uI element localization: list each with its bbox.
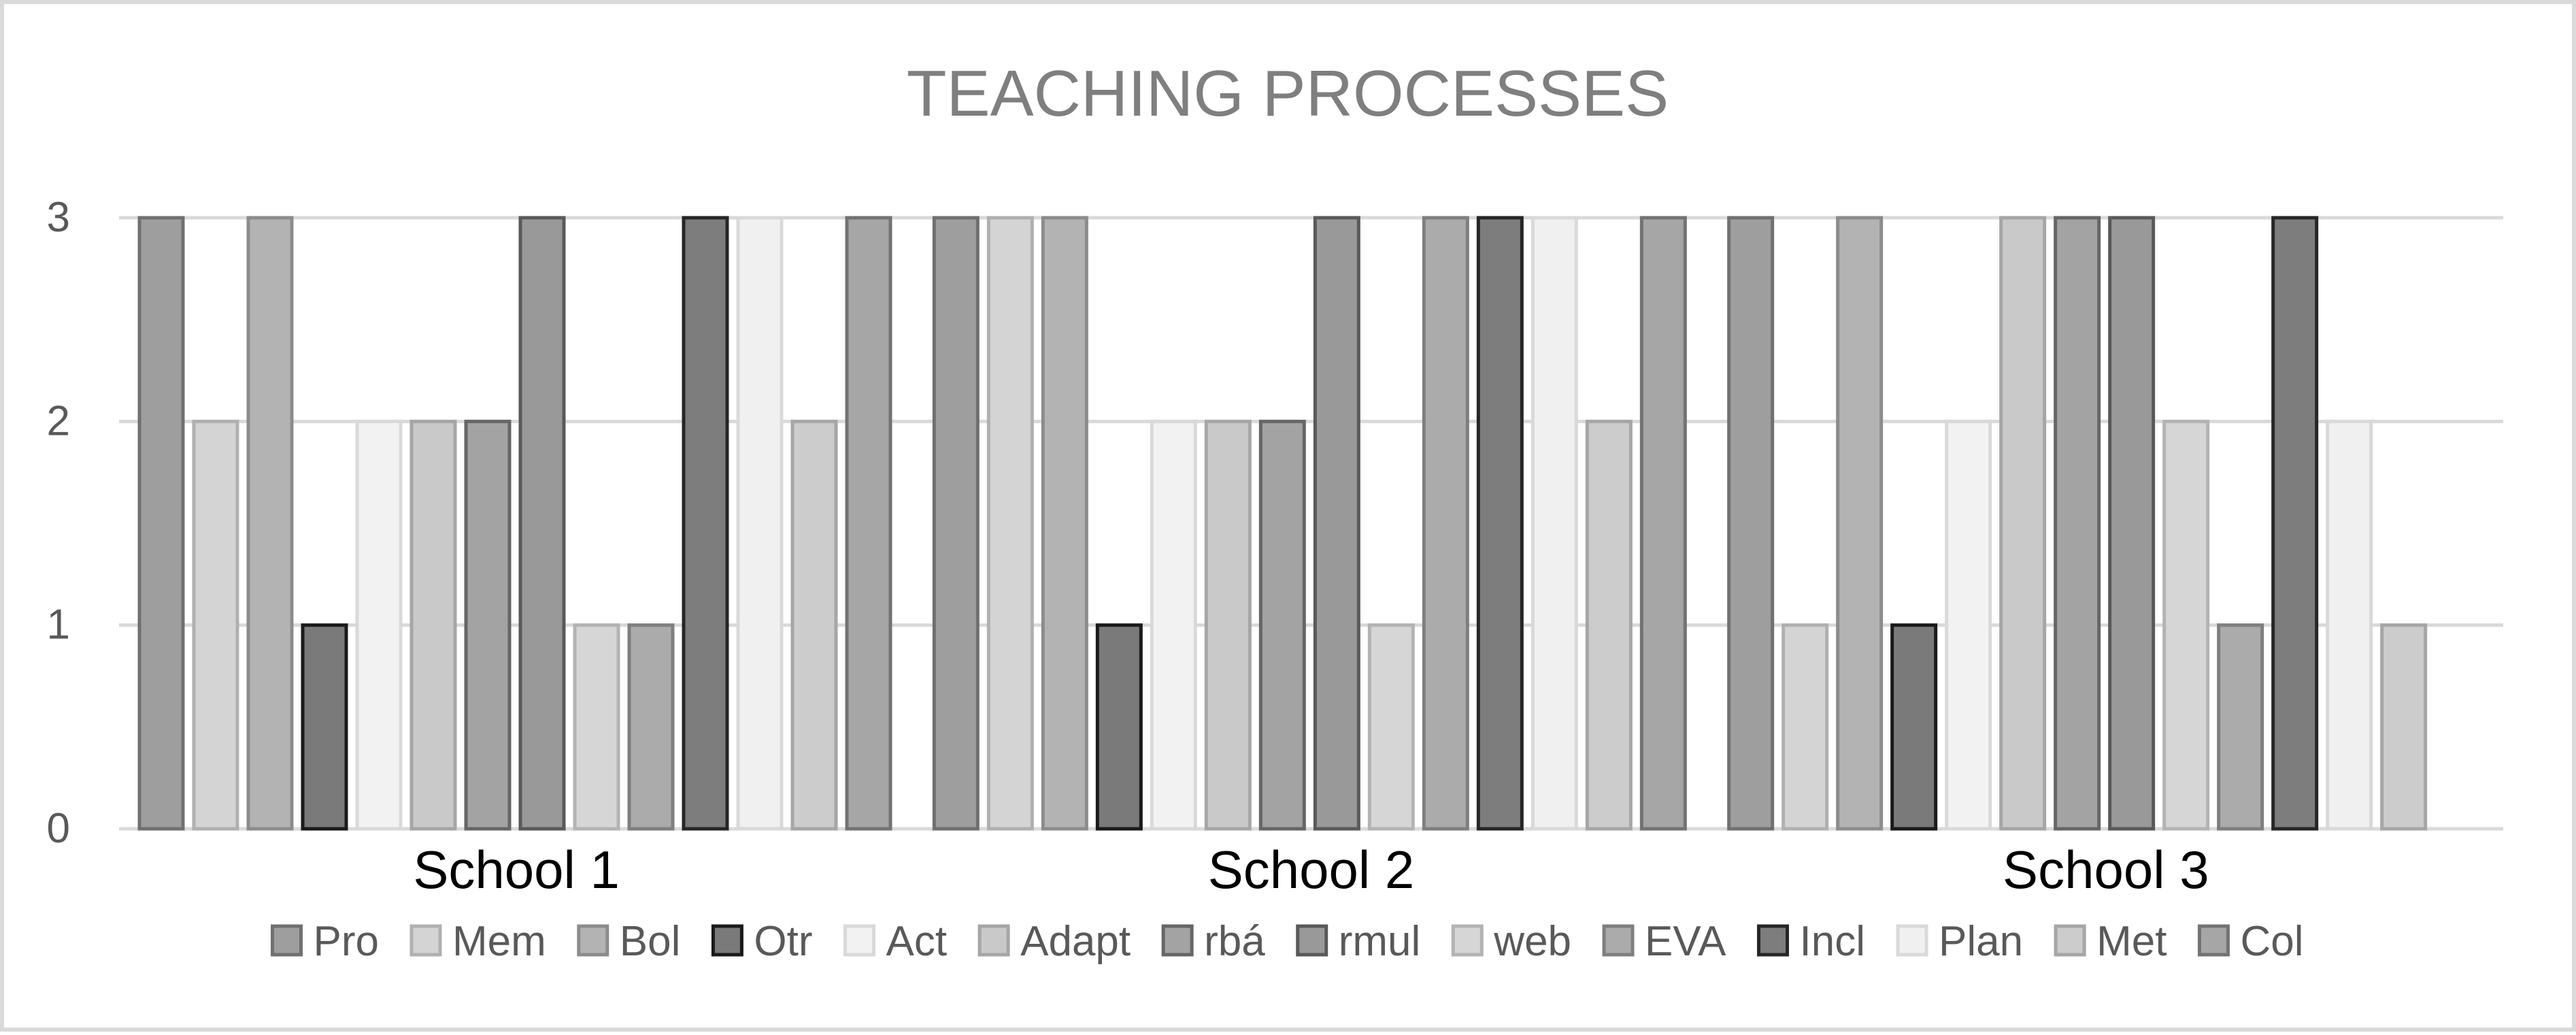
legend-item-web: web: [1451, 918, 1571, 965]
bar-web-1: [573, 623, 620, 831]
bar-Incl-3: [2271, 216, 2319, 831]
legend-label: Pro: [314, 918, 379, 965]
legend-item-rmul: rmul: [1296, 918, 1421, 965]
legend-item-Col: Col: [2197, 918, 2303, 965]
bar-Incl-2: [1476, 216, 1524, 831]
legend-item-Otr: Otr: [711, 918, 813, 965]
bar-EVA-2: [1422, 216, 1469, 831]
bar-rmul-2: [1313, 216, 1360, 831]
bar-Plan-3: [2326, 419, 2373, 831]
bar-Adapt-1: [409, 419, 457, 831]
bar-EVA-3: [2217, 623, 2264, 831]
legend-item-Met: Met: [2054, 918, 2167, 965]
y-tick-label: 1: [47, 602, 70, 648]
legend-label: Act: [886, 918, 948, 965]
legend-item-Pro: Pro: [271, 918, 379, 965]
legend-label: Met: [2096, 918, 2167, 965]
legend-swatch: [1602, 924, 1635, 957]
bar-Adapt-3: [1999, 216, 2047, 831]
legend-item-EVA: EVA: [1602, 918, 1726, 965]
gridlines: [119, 216, 2503, 831]
legend-label: Incl: [1800, 918, 1865, 965]
category-label: School 3: [2003, 840, 2209, 900]
bar-Otr-3: [1890, 623, 1938, 831]
legend-swatch: [1296, 924, 1328, 957]
bar-Act-3: [1945, 419, 1992, 831]
legend-swatch: [1896, 924, 1928, 957]
legend-swatch: [409, 924, 442, 957]
y-axis-tick-labels: 0 1 2 3: [47, 194, 70, 852]
bar-rbá-1: [464, 419, 512, 831]
bar-web-2: [1367, 623, 1415, 831]
bar-EVA-1: [627, 623, 675, 831]
legend-swatch: [271, 924, 303, 957]
bar-Act-2: [1150, 419, 1197, 831]
bar-Plan-1: [736, 216, 784, 831]
y-tick-label: 2: [47, 397, 70, 444]
bar-Pro-3: [1727, 216, 1775, 831]
bar-Incl-1: [682, 216, 729, 831]
legend-label: Plan: [1939, 918, 2023, 965]
legend-item-Incl: Incl: [1757, 918, 1865, 965]
legend-item-Bol: Bol: [577, 918, 681, 965]
bar-Met-1: [790, 419, 838, 831]
y-tick-label: 0: [47, 805, 70, 852]
legend-label: Mem: [452, 918, 546, 965]
chart-title: TEACHING PROCESSES: [907, 57, 1669, 130]
y-tick-label: 3: [47, 194, 70, 241]
legend-item-Act: Act: [843, 918, 948, 965]
bar-web-3: [2162, 419, 2210, 831]
bar-rmul-1: [518, 216, 566, 831]
legend-label: web: [1493, 918, 1571, 965]
bar-Bol-3: [1836, 216, 1884, 831]
legend-swatch: [977, 924, 1010, 957]
legend-swatch: [711, 924, 743, 957]
bar-Mem-3: [1782, 623, 1829, 831]
bar-Col-2: [1639, 216, 1687, 831]
legend-label: Adapt: [1020, 918, 1131, 965]
category-label: School 2: [1208, 840, 1415, 900]
bar-Mem-1: [192, 419, 239, 831]
legend: Pro Mem Bol Otr Act Adapt rbá rmul web EVA Incl Pla…: [271, 918, 2303, 965]
legend-swatch: [2197, 924, 2230, 957]
bar-Met-2: [1585, 419, 1633, 831]
legend-item-Mem: Mem: [409, 918, 546, 965]
x-axis-category-labels: School 1 School 2 School 3: [413, 840, 2209, 900]
bar-Pro-1: [137, 216, 185, 831]
legend-item-Plan: Plan: [1896, 918, 2023, 965]
bar-rbá-2: [1258, 419, 1306, 831]
legend-item-Adapt: Adapt: [977, 918, 1131, 965]
legend-swatch: [2054, 924, 2086, 957]
legend-swatch: [1161, 924, 1194, 957]
bar-Pro-2: [932, 216, 980, 831]
legend-label: rmul: [1339, 918, 1421, 965]
bar-Col-1: [845, 216, 892, 831]
bar-Met-3: [2380, 623, 2428, 831]
bars: [137, 216, 2428, 831]
legend-swatch: [1757, 924, 1790, 957]
bar-rmul-3: [2108, 216, 2156, 831]
legend-label: Bol: [620, 918, 681, 965]
bar-rbá-3: [2054, 216, 2101, 831]
legend-label: Col: [2240, 918, 2303, 965]
bar-Otr-1: [301, 623, 348, 831]
bar-Adapt-2: [1204, 419, 1252, 831]
bar-Mem-2: [986, 216, 1034, 831]
legend-swatch: [577, 924, 609, 957]
bar-Act-1: [355, 419, 403, 831]
bar-Bol-1: [246, 216, 294, 831]
legend-swatch: [843, 924, 875, 957]
legend-label: EVA: [1645, 918, 1726, 965]
legend-label: Otr: [754, 918, 812, 965]
legend-item-rbá: rbá: [1161, 918, 1265, 965]
legend-swatch: [1451, 924, 1484, 957]
category-label: School 1: [413, 840, 620, 900]
bar-Plan-2: [1530, 216, 1578, 831]
bar-Bol-2: [1041, 216, 1088, 831]
bar-Otr-2: [1095, 623, 1143, 831]
legend-label: rbá: [1204, 918, 1265, 965]
